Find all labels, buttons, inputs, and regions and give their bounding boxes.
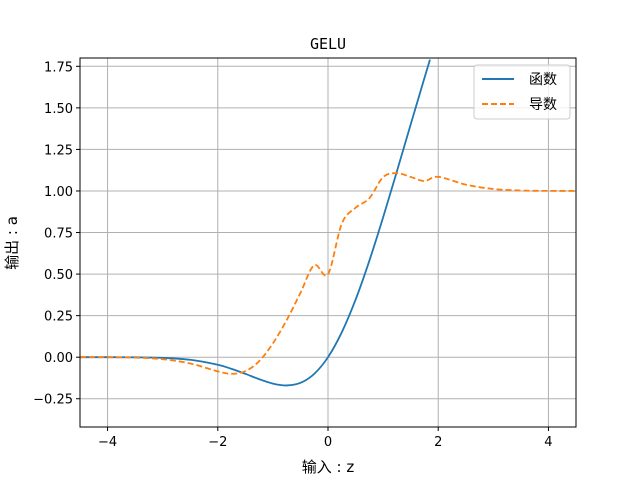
tick-layer: −4 −2 0 2 4 −0.25 0.00 0.25 0.50 0.75 1.00 1.25 1.50… (33, 60, 552, 450)
y-tick-label: 0.75 (44, 227, 73, 242)
y-tick-label: −0.25 (33, 393, 73, 408)
y-axis-label: 输出 : a (3, 216, 21, 270)
grid-layer (80, 58, 576, 427)
series-layer (80, 59, 576, 387)
x-tick-label: −2 (208, 435, 227, 450)
x-tick-label: 2 (434, 435, 442, 450)
legend: 函数 导数 (473, 64, 571, 120)
y-tick-label: 1.25 (44, 143, 73, 158)
y-tick-label: 1.00 (44, 185, 73, 200)
chart-title: GELU (310, 35, 346, 53)
y-tick-label: 0.00 (44, 351, 73, 366)
legend-label-derivative: 导数 (529, 97, 557, 113)
x-tick-label: 0 (324, 435, 332, 450)
y-tick-label: 0.50 (44, 268, 73, 283)
x-tick-label: 4 (544, 435, 552, 450)
x-axis-label: 输入 : z (302, 458, 355, 476)
legend-label-function: 函数 (529, 72, 557, 88)
series-derivative-line (80, 172, 576, 375)
y-tick-label: 1.75 (44, 60, 73, 75)
series-function-line (80, 59, 431, 387)
y-tick-label: 1.50 (44, 102, 73, 117)
x-tick-label: −4 (98, 435, 117, 450)
y-tick-label: 0.25 (44, 310, 73, 325)
